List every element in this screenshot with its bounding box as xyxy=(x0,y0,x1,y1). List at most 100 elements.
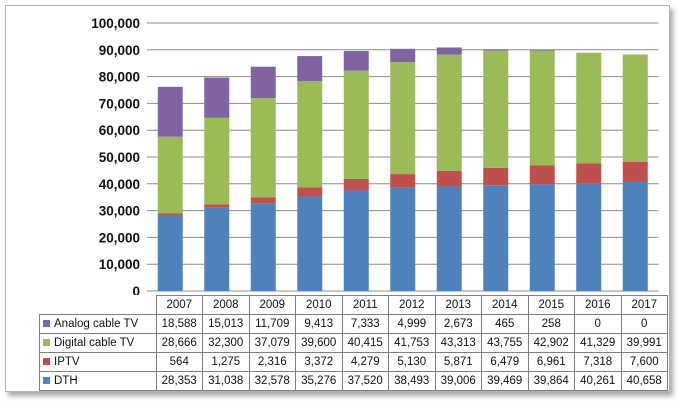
chart-frame: 0 10,000 20,000 30,000 40,000 50,000 60,000 70,… xyxy=(5,5,670,392)
data-label: 7,600 xyxy=(620,352,668,372)
data-label: 38,493 xyxy=(388,371,436,391)
bar-analog-cable-tv-2012 xyxy=(390,48,416,63)
bar-iptv-2010 xyxy=(297,187,323,197)
bar-iptv-2016 xyxy=(576,163,602,184)
data-label: 39,864 xyxy=(527,371,575,391)
bar-digital-cable-tv-2013 xyxy=(436,54,462,171)
data-label: 2,673 xyxy=(434,314,482,334)
year-label: 2015 xyxy=(527,295,575,315)
data-label: 32,578 xyxy=(248,371,296,391)
bar-iptv-2008 xyxy=(204,204,230,208)
year-label: 2010 xyxy=(295,295,343,315)
bar-iptv-2009 xyxy=(250,197,276,204)
data-label: 32,300 xyxy=(202,333,250,353)
bar-dth-2012 xyxy=(390,187,416,291)
y-tick-label: 10,000 xyxy=(99,257,140,272)
bar-dth-2017 xyxy=(622,182,648,291)
bar-dth-2009 xyxy=(250,203,276,291)
y-tick-label: 100,000 xyxy=(91,16,140,31)
legend-entry: Digital cable TV xyxy=(39,333,157,353)
data-label: 43,313 xyxy=(434,333,482,353)
data-label: 35,276 xyxy=(295,371,343,391)
y-tick-label: 0 xyxy=(132,284,140,299)
data-label: 6,479 xyxy=(481,352,529,372)
bar-digital-cable-tv-2015 xyxy=(529,50,555,166)
legend-color-key xyxy=(43,320,50,327)
y-tick-label: 60,000 xyxy=(99,123,140,138)
year-label: 2009 xyxy=(248,295,296,315)
table-corner xyxy=(39,295,157,315)
y-tick-label: 40,000 xyxy=(99,177,140,192)
bar-digital-cable-tv-2007 xyxy=(157,136,183,214)
data-label: 3,372 xyxy=(295,352,343,372)
bar-analog-cable-tv-2010 xyxy=(297,56,323,82)
data-label: 42,902 xyxy=(527,333,575,353)
data-label: 37,520 xyxy=(341,371,389,391)
year-label: 2017 xyxy=(620,295,668,315)
data-label: 31,038 xyxy=(202,371,250,391)
y-tick-label: 90,000 xyxy=(99,43,140,58)
year-label: 2016 xyxy=(574,295,622,315)
data-label: 40,261 xyxy=(574,371,622,391)
data-label: 28,666 xyxy=(155,333,203,353)
year-header-row: 2007 2008 2009 2010 2011 2012 2013 2014 2015 2016… xyxy=(39,295,668,315)
data-label: 465 xyxy=(481,314,529,334)
data-label: 39,006 xyxy=(434,371,482,391)
data-label: 4,999 xyxy=(388,314,436,334)
data-label: 1,275 xyxy=(202,352,250,372)
table-row-digital-cable-tv: Digital cable TV 28,666 32,300 37,079 39,600… xyxy=(39,333,668,353)
y-tick-label: 80,000 xyxy=(99,70,140,85)
data-label: 5,871 xyxy=(434,352,482,372)
bar-digital-cable-tv-2014 xyxy=(483,50,509,168)
bar-dth-2008 xyxy=(204,207,230,291)
data-label: 37,079 xyxy=(248,333,296,353)
bar-digital-cable-tv-2011 xyxy=(343,70,369,179)
legend-color-key xyxy=(43,339,50,346)
data-label: 564 xyxy=(155,352,203,372)
legend-color-key xyxy=(43,377,50,384)
legend-label: IPTV xyxy=(54,356,80,368)
bar-dth-2016 xyxy=(576,183,602,291)
data-table: 2007 2008 2009 2010 2011 2012 2013 2014 2015 2016… xyxy=(39,295,668,391)
year-label: 2008 xyxy=(202,295,250,315)
bar-analog-cable-tv-2015 xyxy=(529,49,555,51)
data-label: 0 xyxy=(620,314,668,334)
bar-iptv-2017 xyxy=(622,161,648,183)
data-label: 41,329 xyxy=(574,333,622,353)
year-label: 2007 xyxy=(155,295,203,315)
data-label: 11,709 xyxy=(248,314,296,334)
bar-iptv-2013 xyxy=(436,170,462,187)
bar-dth-2007 xyxy=(157,215,183,291)
year-label: 2013 xyxy=(434,295,482,315)
legend-label: Digital cable TV xyxy=(54,337,135,349)
y-tick-label: 50,000 xyxy=(99,150,140,165)
legend-label: DTH xyxy=(54,375,78,387)
table-row-dth: DTH 28,353 31,038 32,578 35,276 37,520 38,493 3… xyxy=(39,371,668,391)
data-label: 5,130 xyxy=(388,352,436,372)
year-label: 2014 xyxy=(481,295,529,315)
bar-digital-cable-tv-2009 xyxy=(250,98,276,198)
data-label: 43,755 xyxy=(481,333,529,353)
bar-analog-cable-tv-2014 xyxy=(483,49,509,51)
data-label: 15,013 xyxy=(202,314,250,334)
data-label: 28,353 xyxy=(155,371,203,391)
bar-iptv-2007 xyxy=(157,213,183,216)
bar-iptv-2015 xyxy=(529,165,555,185)
bar-digital-cable-tv-2012 xyxy=(390,62,416,175)
bar-analog-cable-tv-2009 xyxy=(250,66,276,99)
data-label: 0 xyxy=(574,314,622,334)
bar-dth-2013 xyxy=(436,186,462,291)
bar-dth-2011 xyxy=(343,190,369,291)
data-label: 39,991 xyxy=(620,333,668,353)
data-label: 9,413 xyxy=(295,314,343,334)
data-label: 7,333 xyxy=(341,314,389,334)
data-label: 41,753 xyxy=(388,333,436,353)
year-label: 2012 xyxy=(388,295,436,315)
data-label: 258 xyxy=(527,314,575,334)
bar-digital-cable-tv-2010 xyxy=(297,81,323,188)
y-tick-label: 20,000 xyxy=(99,230,140,245)
data-label: 39,469 xyxy=(481,371,529,391)
bar-digital-cable-tv-2017 xyxy=(622,54,648,162)
data-label: 4,279 xyxy=(341,352,389,372)
legend-entry: DTH xyxy=(39,371,157,391)
